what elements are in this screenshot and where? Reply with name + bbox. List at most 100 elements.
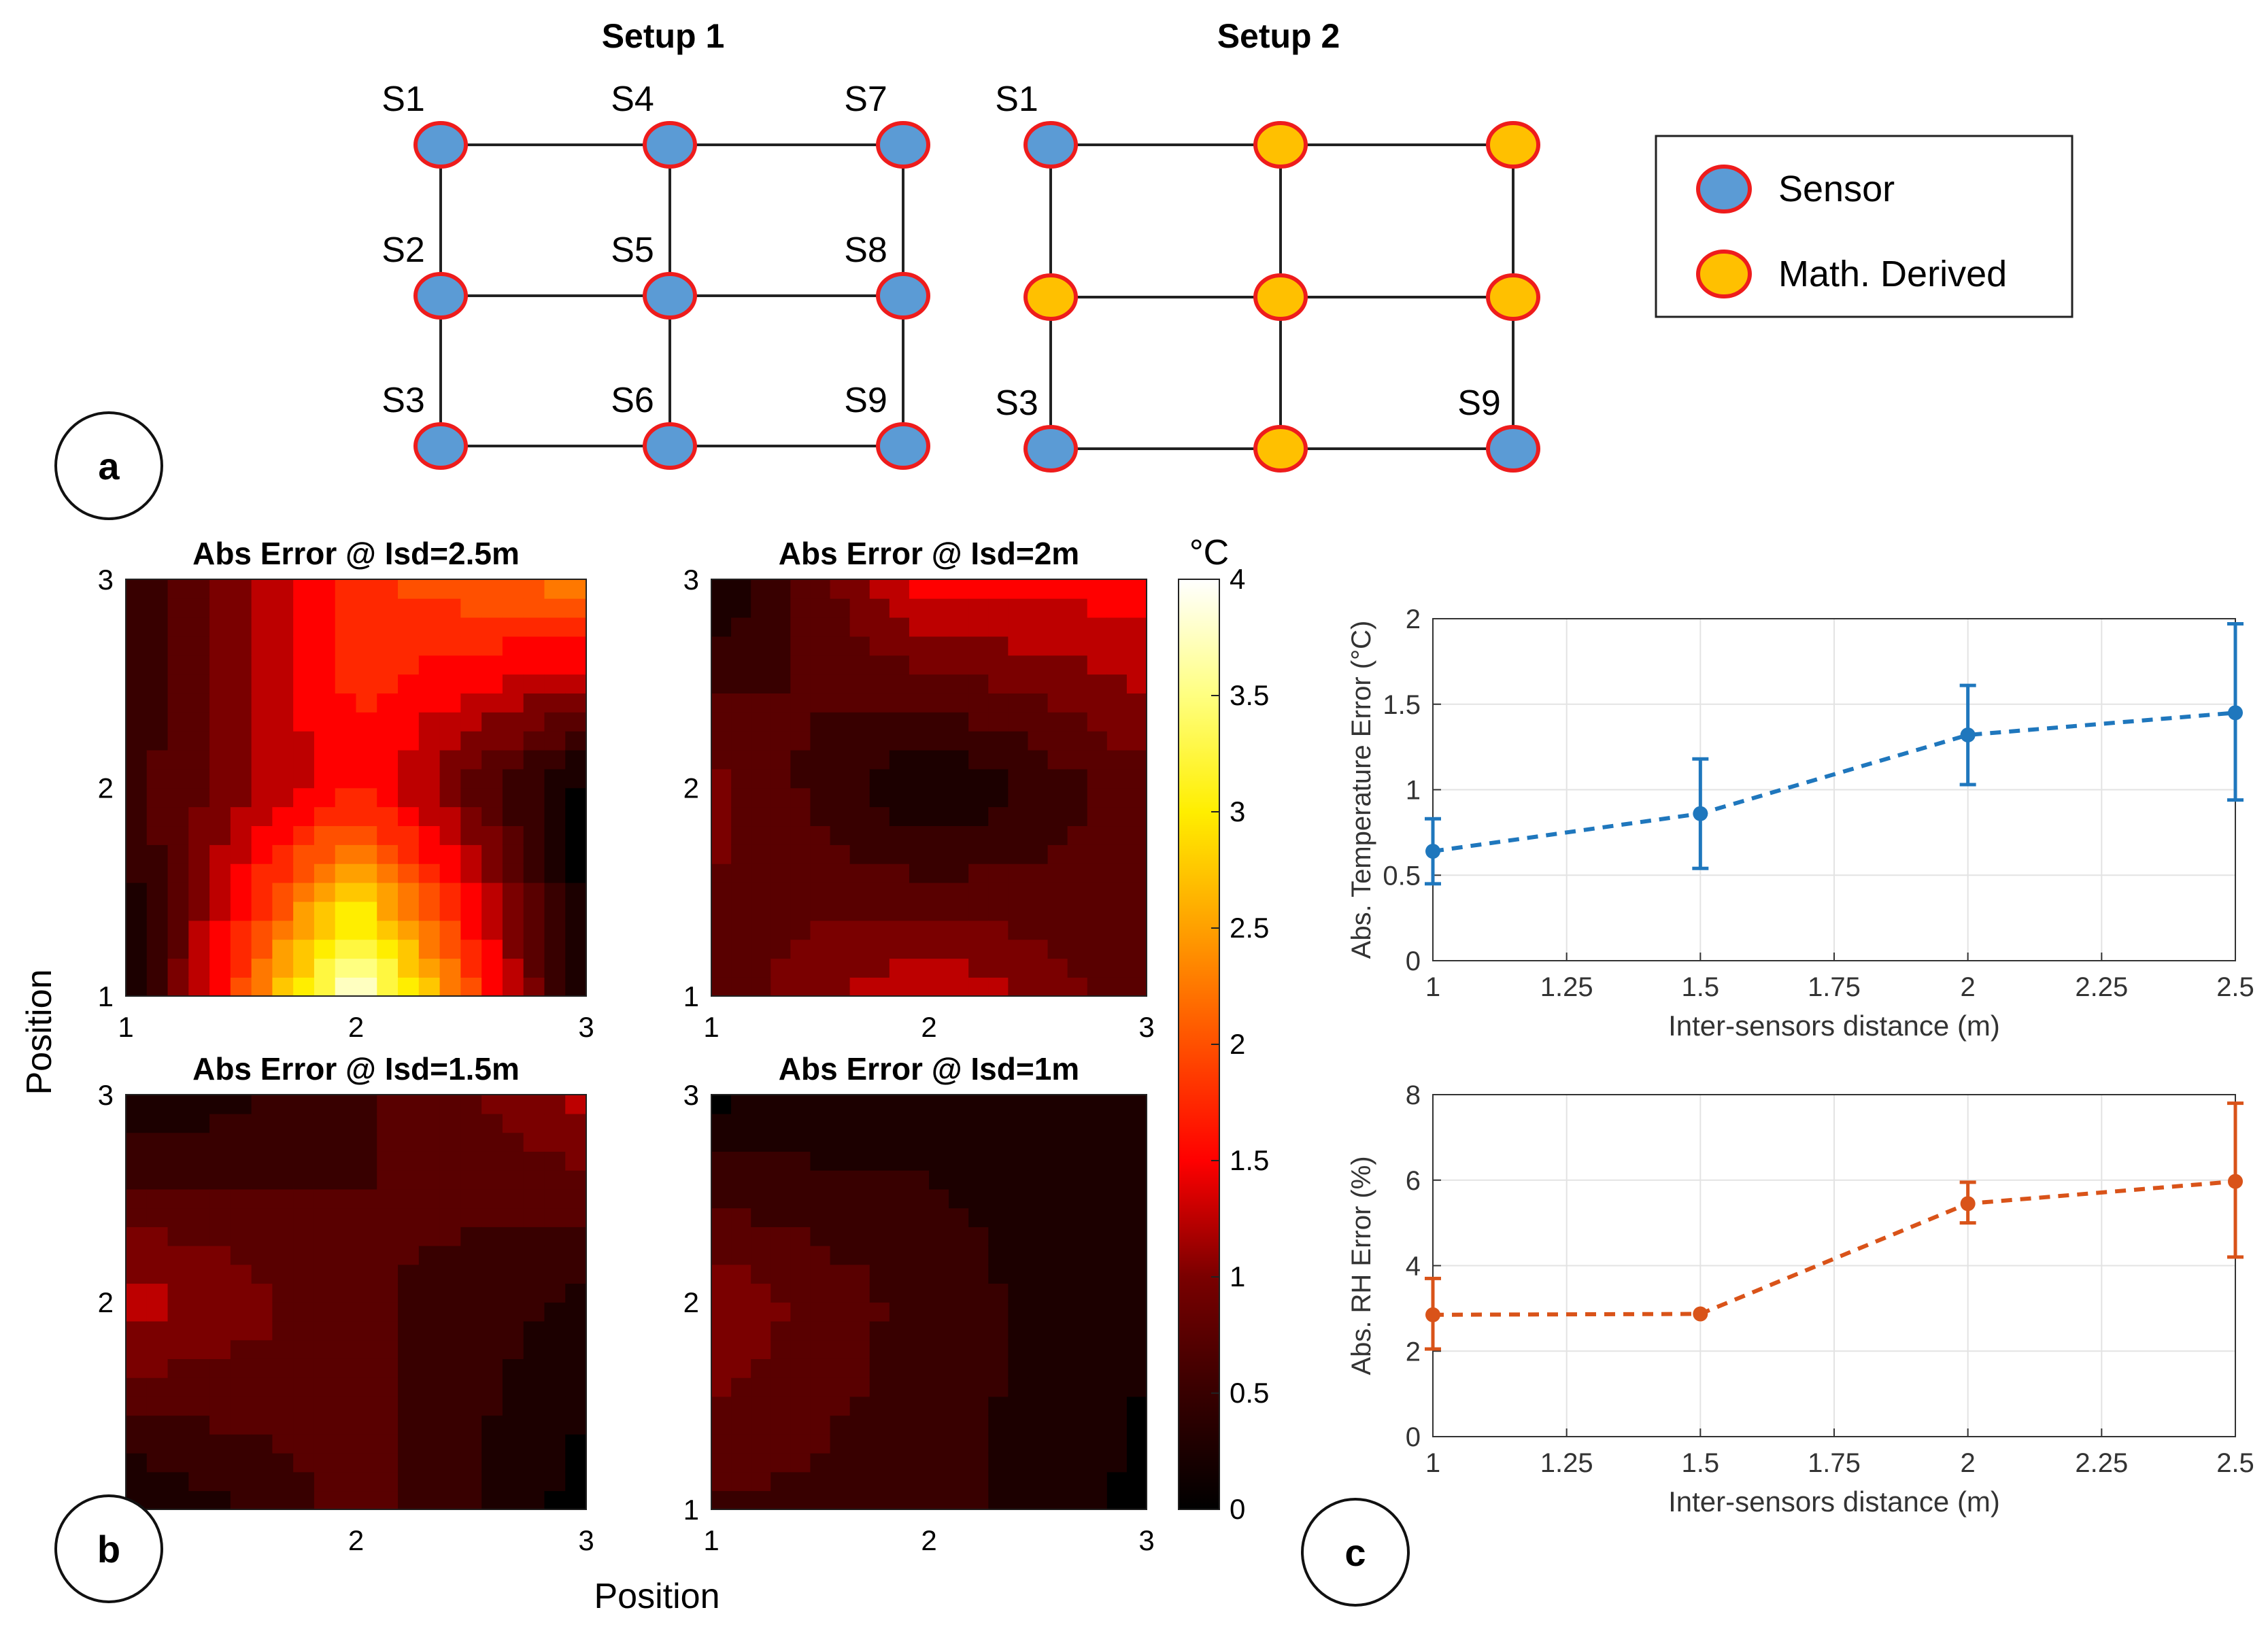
heatmap-cell (356, 1245, 378, 1265)
heatmap-cell (314, 712, 336, 732)
derived-node (1023, 273, 1078, 321)
heatmap-cell (929, 768, 949, 789)
heatmap-cell (188, 1188, 210, 1209)
heatmap-cell (418, 825, 441, 845)
heatmap-cell (909, 1283, 930, 1303)
heatmap-ytick: 3 (98, 1079, 114, 1111)
heatmap-cell (909, 1151, 930, 1171)
heatmap-cell (209, 749, 231, 770)
heatmap-cell (790, 1188, 811, 1209)
heatmap-cell (398, 1490, 420, 1510)
heatmap-cell (272, 1434, 294, 1454)
heatmap-cell (1008, 1339, 1029, 1359)
heatmap-cell (1106, 863, 1128, 883)
heatmap-cell (1028, 1208, 1049, 1227)
heatmap-cell (830, 1471, 851, 1492)
heatmap-cell (251, 844, 273, 864)
heatmap-cell (1047, 712, 1068, 732)
heatmap-cell (869, 1208, 890, 1227)
heatmap-cell (314, 768, 336, 789)
heatmap-cell (565, 1151, 587, 1171)
colorbar-tick-label: 2.5 (1230, 912, 1269, 944)
heatmap-cell (272, 1113, 294, 1133)
heatmap-cell (460, 1188, 482, 1209)
heatmap-cell (849, 901, 870, 921)
heatmap-cell (502, 1434, 524, 1454)
heatmap-cell (188, 768, 210, 789)
heatmap-cell (188, 1452, 210, 1473)
heatmap-cell (751, 1358, 772, 1378)
data-point (1425, 844, 1440, 859)
heatmap-cell (909, 1396, 930, 1416)
heatmap-cell (1047, 863, 1068, 883)
heatmap-cell (565, 1245, 587, 1265)
heatmap-cell (909, 693, 930, 713)
heatmap-cell (335, 787, 357, 808)
heatmap-cell (293, 1283, 315, 1303)
heatmap-cell (126, 1320, 148, 1341)
heatmap-cell (1126, 1113, 1147, 1133)
heatmap-cell (1106, 712, 1128, 732)
heatmap-cell (830, 1302, 851, 1322)
node-label: S4 (611, 80, 654, 119)
heatmap-cell (418, 901, 441, 921)
heatmap-cell (481, 1132, 503, 1152)
heatmap-cell (377, 693, 399, 713)
heatmap-cell (790, 1095, 811, 1114)
heatmap-cell (126, 749, 148, 770)
heatmap-cell (830, 844, 851, 864)
heatmap-cell (460, 1245, 482, 1265)
heatmap-cell (146, 1245, 169, 1265)
heatmap-cell (1047, 1377, 1068, 1397)
heatmap-cell (810, 1095, 831, 1114)
heatmap-cell (544, 920, 566, 940)
heatmap-cell (1028, 1452, 1049, 1473)
heatmap-cell (731, 1339, 751, 1359)
heatmap-cell (810, 863, 831, 883)
heatmap-cell (439, 939, 462, 959)
heatmap-cell (356, 1339, 378, 1359)
heatmap-cell (230, 1227, 252, 1246)
heatmap-cell (460, 1283, 482, 1303)
heatmap-cell (418, 920, 441, 940)
heatmap-cell (565, 844, 587, 864)
heatmap-cell (869, 768, 890, 789)
heatmap-cell (251, 1377, 273, 1397)
heatmap-cell (830, 674, 851, 693)
badge-c-label: c (1344, 1531, 1366, 1574)
heatmap-cell (230, 1471, 252, 1492)
heatmap-cell (146, 939, 169, 959)
heatmap-cell (830, 617, 851, 637)
heatmap-cell (188, 749, 210, 770)
heatmap-cell (889, 1132, 910, 1152)
heatmap-cell (230, 768, 252, 789)
heatmap-cell (1047, 1452, 1068, 1473)
heatmap-cell (731, 1434, 751, 1454)
heatmap-cell (272, 693, 294, 713)
heatmap-cell (188, 1302, 210, 1322)
heatmap-cell (1047, 636, 1068, 656)
heatmap-cell (929, 1452, 949, 1473)
heatmap-cell (167, 1132, 190, 1152)
heatmap-cell (314, 806, 336, 827)
heatmap-cell (146, 1377, 169, 1397)
heatmap-cell (209, 730, 231, 751)
heatmap-cell (167, 655, 190, 675)
heatmap-cell (849, 1113, 870, 1133)
heatmap-cell (790, 1169, 811, 1190)
heatmap-cell (502, 920, 524, 940)
heatmap-cell (711, 712, 732, 732)
heatmap-cell (731, 1358, 751, 1378)
heatmap-cell (869, 1151, 890, 1171)
heatmap-cell (209, 1095, 231, 1114)
heatmap-cell (968, 958, 989, 978)
heatmap-cell (771, 712, 792, 732)
heatmap-cell (335, 1339, 357, 1359)
heatmap-cell (293, 1339, 315, 1359)
heatmap-cell (439, 1151, 462, 1171)
heatmap-cell (988, 920, 1009, 940)
sensor-node (876, 422, 930, 470)
heatmap-cell (771, 1188, 792, 1209)
